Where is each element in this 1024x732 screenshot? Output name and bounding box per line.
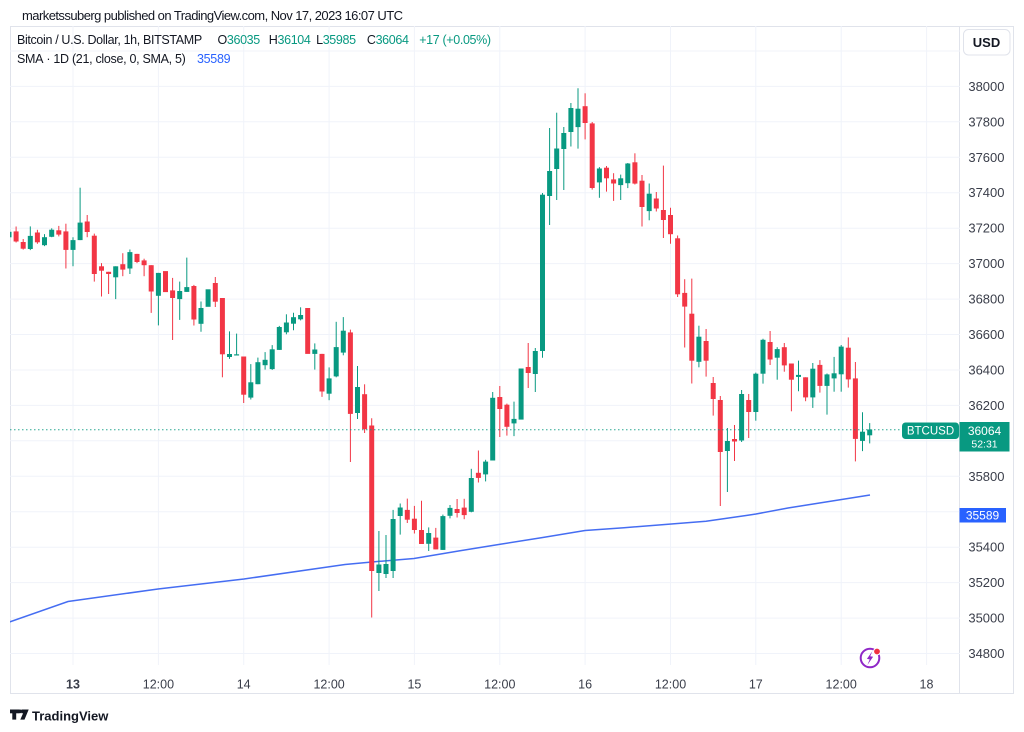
svg-text:USD: USD	[973, 35, 1000, 50]
svg-text:36400: 36400	[968, 363, 1004, 378]
svg-text:17: 17	[749, 678, 763, 692]
svg-text:37800: 37800	[968, 114, 1004, 129]
svg-text:12:00: 12:00	[484, 678, 515, 692]
svg-text:37400: 37400	[968, 185, 1004, 200]
svg-text:35200: 35200	[968, 575, 1004, 590]
svg-text:TradingView: TradingView	[32, 708, 109, 723]
svg-text:12:00: 12:00	[826, 678, 857, 692]
svg-text:BTCUSD: BTCUSD	[907, 426, 954, 438]
svg-text:12:00: 12:00	[313, 678, 344, 692]
svg-text:12:00: 12:00	[143, 678, 174, 692]
svg-text:35589: 35589	[966, 508, 1000, 522]
svg-text:18: 18	[920, 678, 934, 692]
svg-text:36200: 36200	[968, 398, 1004, 413]
svg-text:16: 16	[578, 678, 592, 692]
svg-text:36800: 36800	[968, 292, 1004, 307]
svg-text:36600: 36600	[968, 327, 1004, 342]
svg-text:13: 13	[66, 678, 80, 692]
svg-text:37600: 37600	[968, 150, 1004, 165]
svg-text:34800: 34800	[968, 646, 1004, 661]
svg-text:37200: 37200	[968, 221, 1004, 236]
svg-text:15: 15	[407, 678, 421, 692]
svg-text:37000: 37000	[968, 256, 1004, 271]
svg-text:14: 14	[237, 678, 251, 692]
svg-text:35800: 35800	[968, 469, 1004, 484]
svg-text:35000: 35000	[968, 611, 1004, 626]
svg-text:12:00: 12:00	[655, 678, 686, 692]
svg-text:38000: 38000	[968, 79, 1004, 94]
svg-text:36064: 36064	[968, 424, 1002, 438]
svg-text:35400: 35400	[968, 540, 1004, 555]
svg-text:52:31: 52:31	[971, 439, 997, 451]
